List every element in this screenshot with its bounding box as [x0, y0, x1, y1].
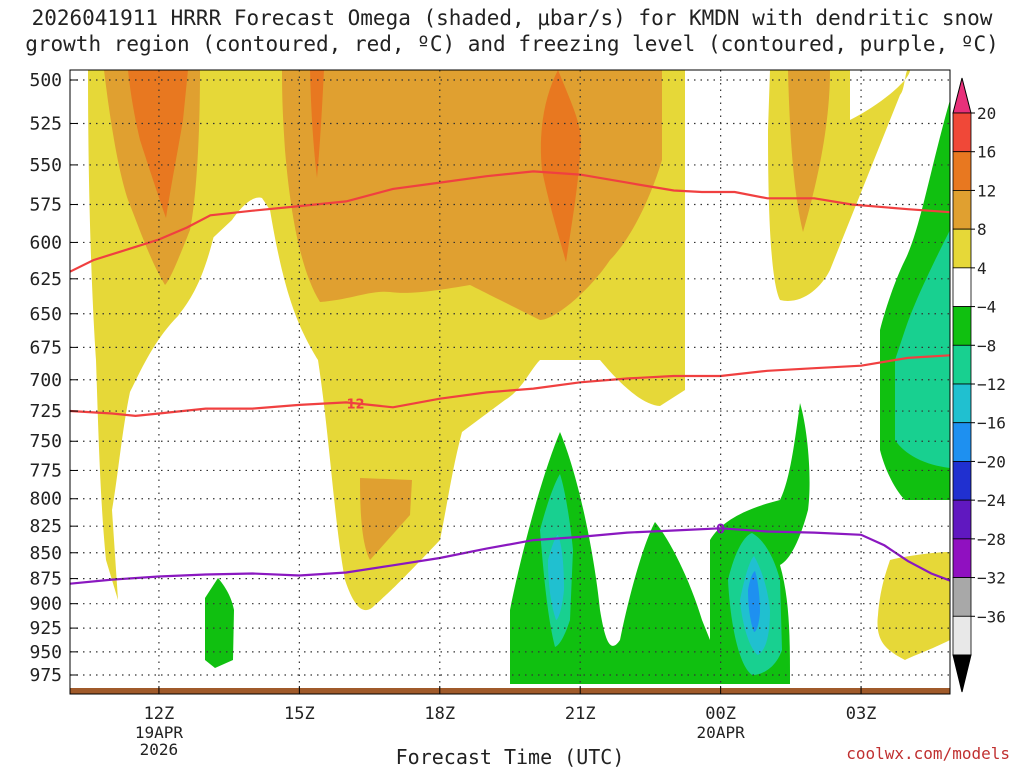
- omega-region-positive: [540, 70, 581, 262]
- colorbar-segment: [952, 577, 972, 617]
- y-tick-label: 950: [29, 642, 62, 663]
- colorbar-label: −32: [977, 569, 1006, 588]
- y-tick-label: 650: [29, 304, 62, 325]
- y-tick-label: 500: [29, 70, 62, 91]
- omega-region-negative: [748, 571, 760, 632]
- x-tick-label: 15Z: [284, 704, 315, 724]
- colorbar-segment: [952, 538, 972, 578]
- chart-title-line1: 2026041911 HRRR Forecast Omega (shaded, …: [31, 6, 993, 30]
- plot-area: 12 0: [70, 70, 950, 694]
- y-tick-label: 875: [29, 569, 62, 590]
- y-tick-label: 625: [29, 269, 62, 290]
- y-tick-label: 850: [29, 543, 62, 564]
- credit-text: coolwx.com/models: [846, 744, 1010, 763]
- colorbar-label: −12: [977, 375, 1006, 394]
- colorbar-segment: [952, 344, 972, 385]
- colorbar-segment: [952, 306, 972, 346]
- x-tick-date-label: 20APR: [697, 723, 746, 742]
- colorbar-label: −28: [977, 530, 1006, 549]
- x-tick-label: 12Z: [144, 704, 175, 724]
- x-tick-label: 21Z: [565, 704, 596, 724]
- colorbar-segment: [952, 112, 972, 153]
- contour-label: 0: [716, 522, 725, 537]
- colorbar-legend: 20 16 12 8 4 −4 −8 −12 −16 −20 −24 −28 −32 −36: [952, 77, 1006, 693]
- omega-region-positive: [360, 478, 412, 560]
- x-tick-label: 03Z: [846, 704, 877, 724]
- y-axis-pressure: 500 525 550 575 600 625 650 675 700 725 750 775 800 8…: [29, 70, 78, 686]
- x-tick-label: 18Z: [424, 704, 455, 724]
- plot-frame: [69, 69, 951, 695]
- colorbar-segment: [952, 422, 972, 462]
- grid-lines: [70, 70, 950, 694]
- y-tick-label: 800: [29, 489, 62, 510]
- x-tick-year-label: 2026: [140, 740, 179, 759]
- colorbar-label: −8: [977, 336, 996, 355]
- colorbar-label: −36: [977, 607, 1006, 626]
- colorbar-label: −20: [977, 452, 1006, 471]
- colorbar-label: 8: [977, 220, 987, 239]
- x-tick-date-label: 19APR: [135, 723, 184, 742]
- colorbar-label: 16: [977, 143, 996, 162]
- colorbar-label: −4: [977, 298, 996, 317]
- omega-region-negative: [548, 535, 564, 620]
- colorbar-segment: [952, 190, 972, 230]
- colorbar-label: 20: [977, 104, 996, 123]
- omega-region-negative: [895, 230, 950, 468]
- contour-line-0: [70, 170, 950, 273]
- y-tick-label: 575: [29, 195, 62, 216]
- omega-region-negative: [205, 578, 234, 668]
- colorbar-label: −16: [977, 414, 1006, 433]
- y-tick-label: 825: [29, 516, 62, 537]
- y-tick-label: 675: [29, 337, 62, 358]
- y-tick-label: 900: [29, 594, 62, 615]
- contour-line-2: [70, 527, 950, 585]
- colorbar-segment: [952, 228, 972, 269]
- chart-title-line2: growth region (contoured, red, ºC) and f…: [25, 32, 999, 56]
- x-axis-title: Forecast Time (UTC): [396, 745, 625, 768]
- omega-region-positive: [877, 552, 950, 660]
- colorbar-label: −24: [977, 491, 1006, 510]
- colorbar-label: 12: [977, 181, 996, 200]
- colorbar-segment: [952, 383, 972, 424]
- contour-line-1: [70, 354, 950, 418]
- omega-region-positive: [88, 70, 248, 600]
- colorbar-segment: [952, 461, 972, 501]
- omega-region-positive: [788, 70, 830, 232]
- y-tick-label: 775: [29, 460, 62, 481]
- y-tick-label: 600: [29, 232, 62, 253]
- colorbar-label: 4: [977, 259, 987, 278]
- colorbar-segment: [952, 615, 972, 656]
- x-tick-label: 00Z: [705, 704, 736, 724]
- y-tick-label: 725: [29, 401, 62, 422]
- terrain-ground: [70, 688, 950, 694]
- colorbar-bottom-arrow: [952, 654, 972, 693]
- y-tick-label: 925: [29, 618, 62, 639]
- colorbar-segment: [952, 267, 972, 307]
- y-tick-label: 975: [29, 665, 62, 686]
- y-tick-label: 550: [29, 155, 62, 176]
- y-tick-label: 750: [29, 431, 62, 452]
- colorbar-segment: [952, 499, 972, 540]
- contour-lines: 12 0: [70, 170, 950, 585]
- contour-label: 12: [346, 397, 364, 412]
- colorbar-top-arrow: [952, 77, 972, 114]
- omega-region-positive: [128, 70, 188, 218]
- y-tick-label: 700: [29, 370, 62, 391]
- colorbar-segment: [952, 151, 972, 191]
- y-tick-label: 525: [29, 113, 62, 134]
